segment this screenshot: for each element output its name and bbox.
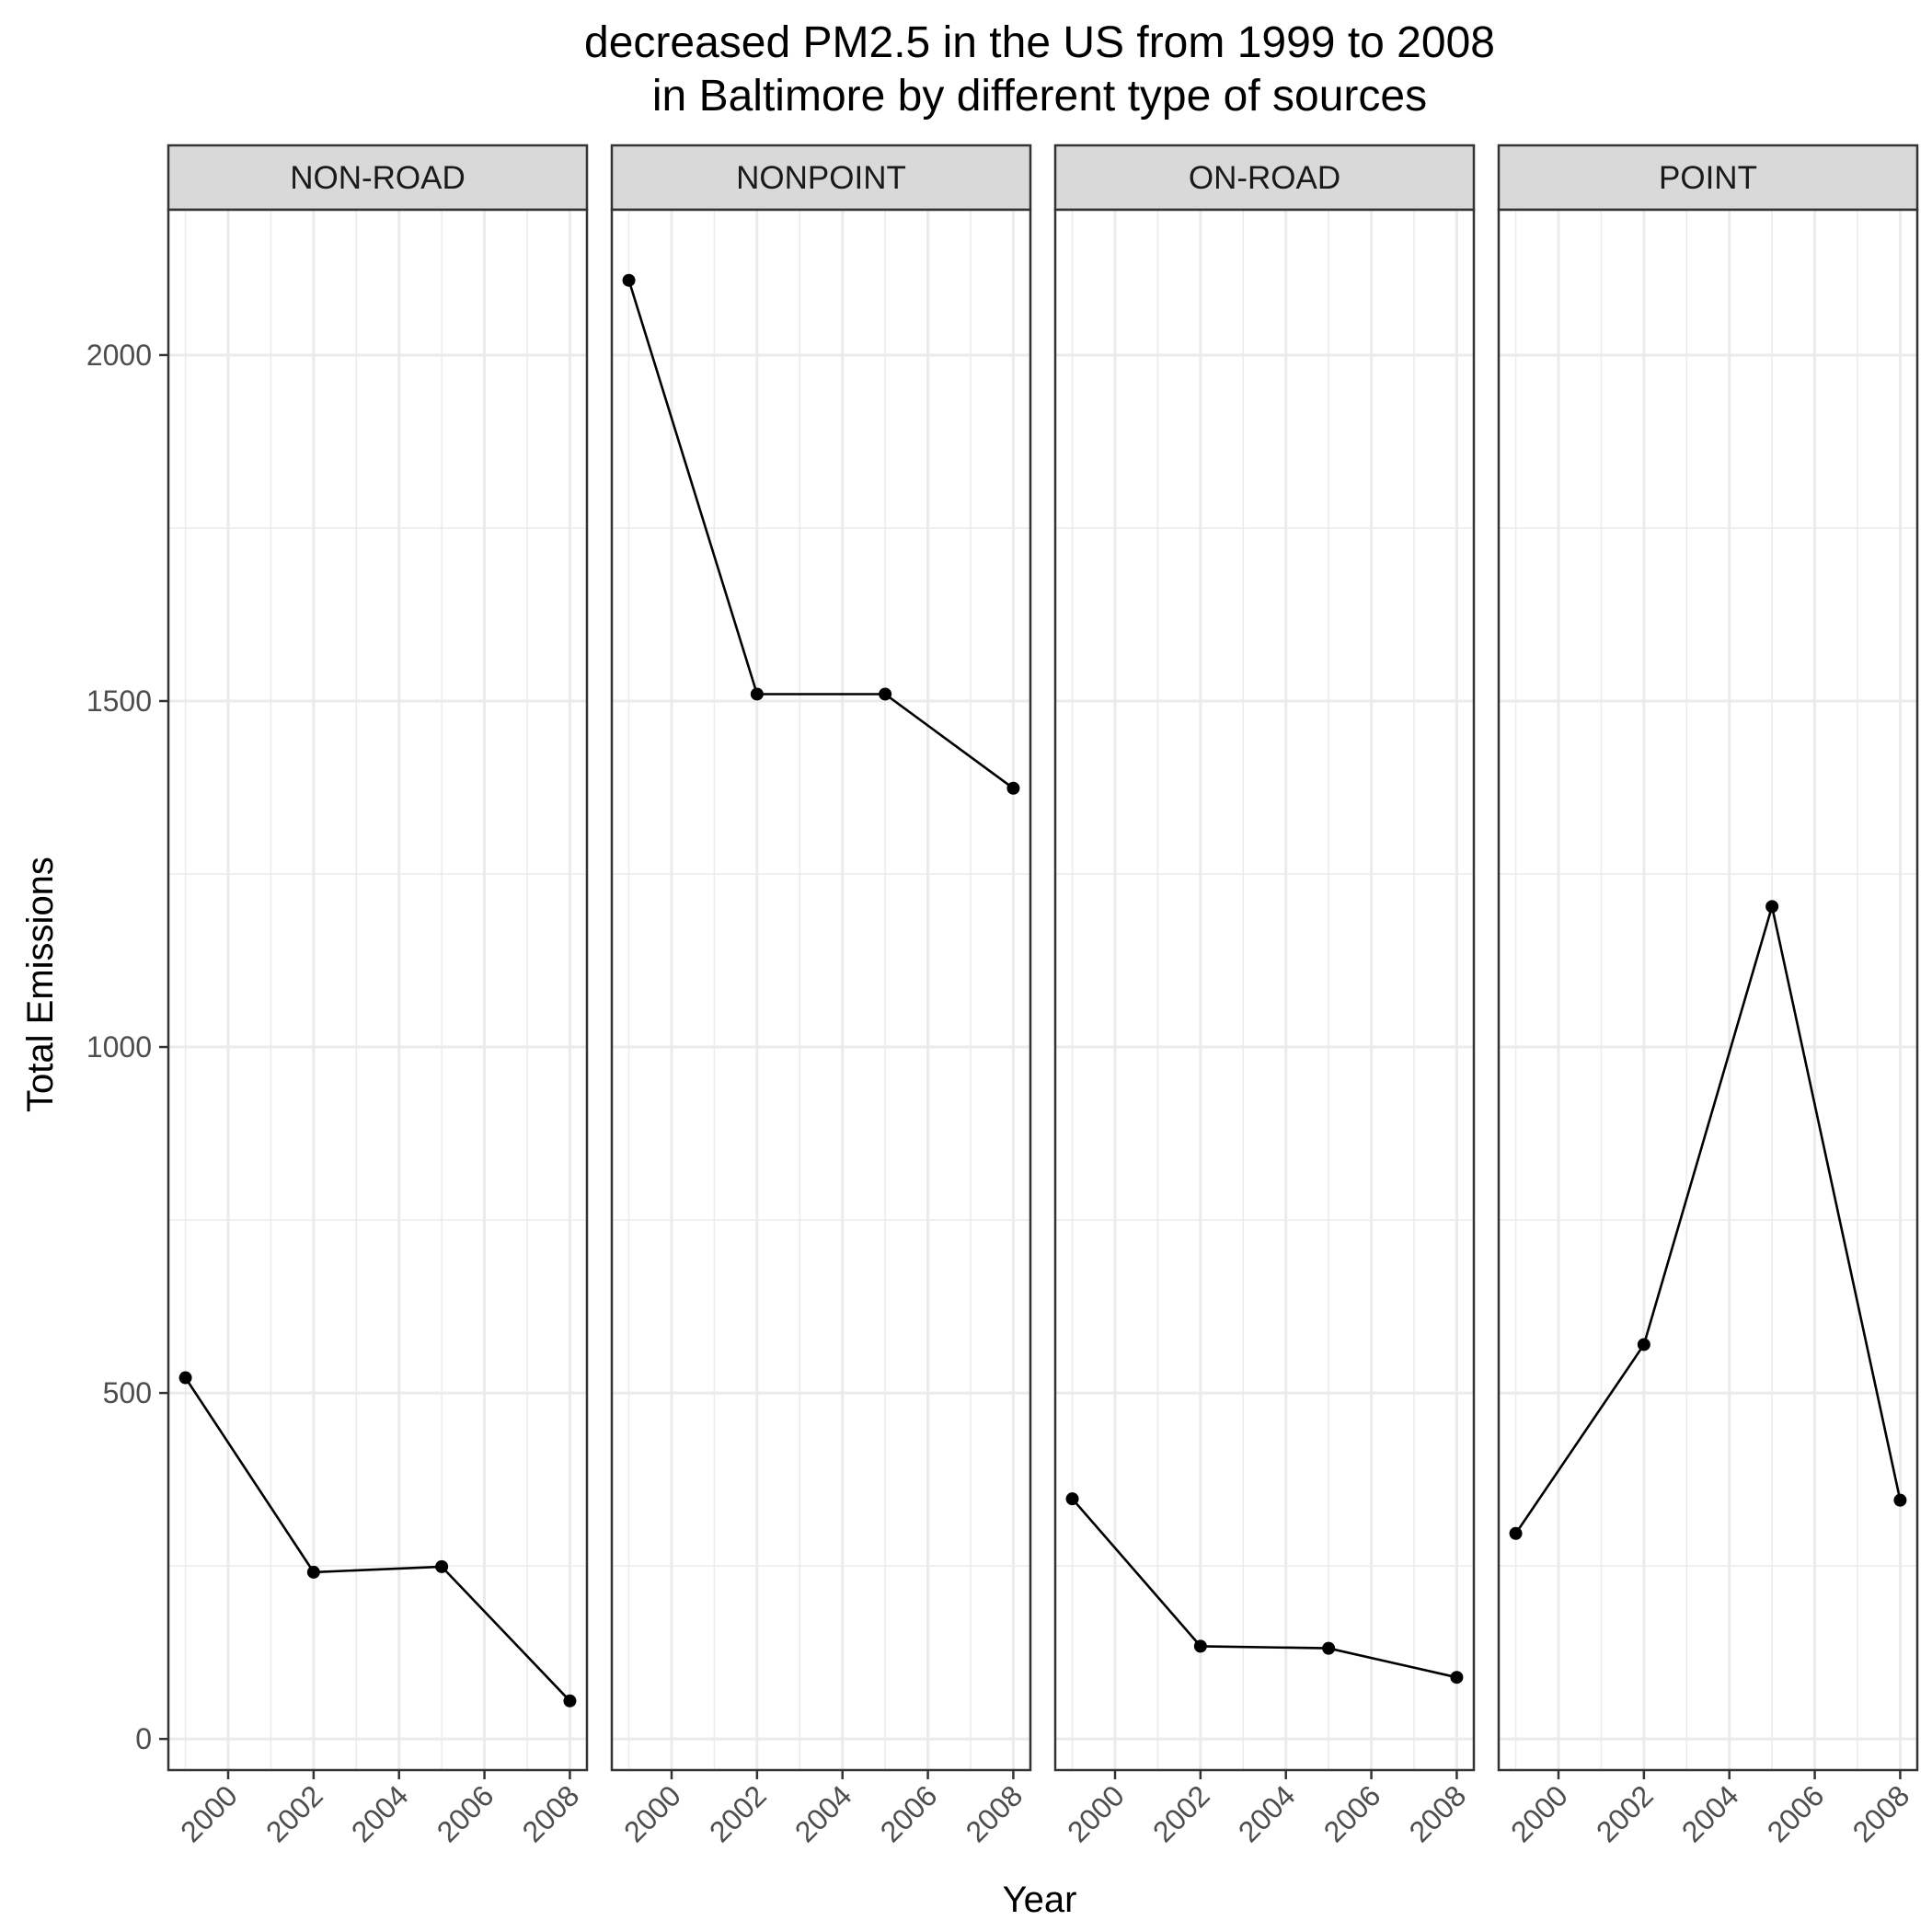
x-tick-label: 2008 — [1403, 1778, 1473, 1848]
x-tick-label: 2002 — [1590, 1778, 1660, 1848]
x-tick-label: 2004 — [345, 1778, 415, 1848]
x-tick-label: 2002 — [703, 1778, 773, 1848]
y-tick-label: 500 — [103, 1376, 152, 1409]
x-tick-label: 2008 — [1846, 1778, 1916, 1848]
facet-strip-label: NON-ROAD — [290, 160, 466, 196]
facet-strip — [1497, 144, 1919, 212]
series-line — [1071, 1498, 1457, 1679]
facet-strip-label: NONPOINT — [736, 160, 906, 196]
facet-strip-label: ON-ROAD — [1189, 160, 1340, 196]
x-tick-label: 2006 — [1761, 1778, 1831, 1848]
data-point — [1637, 1338, 1650, 1351]
panel-border — [610, 208, 1032, 1772]
x-tick-label: 2004 — [1675, 1778, 1745, 1848]
data-point — [1765, 900, 1779, 914]
data-point — [306, 1565, 320, 1579]
series-line — [627, 280, 1015, 789]
y-axis: 0 500 1000 1500 2000 — [86, 339, 168, 1755]
x-axis-title: Year — [1003, 1880, 1077, 1920]
data-point — [1893, 1493, 1907, 1507]
x-tick-label: 2000 — [174, 1778, 244, 1848]
chart-title-line: in Baltimore by different type of source… — [652, 72, 1427, 121]
panel-border — [1053, 208, 1476, 1772]
chart-title: decreased PM2.5 in the US from 1999 to 2… — [584, 18, 1495, 121]
x-tick-label: 2002 — [1146, 1778, 1216, 1848]
panel-border — [1497, 208, 1919, 1772]
data-point — [563, 1694, 577, 1708]
data-point — [622, 273, 636, 287]
x-tick-label: 2004 — [788, 1778, 858, 1848]
facet-point: POINT 2000 2002 2004 2006 2008 — [1497, 144, 1919, 1848]
data-point — [1193, 1639, 1207, 1653]
data-point — [435, 1559, 449, 1573]
y-tick-label: 1500 — [86, 684, 152, 718]
y-tick-label: 0 — [135, 1722, 152, 1755]
data-point — [1006, 781, 1020, 795]
panel-background — [1055, 210, 1474, 1770]
panel-background — [612, 210, 1030, 1770]
y-tick-label: 2000 — [86, 339, 152, 372]
x-tick-label: 2000 — [1504, 1778, 1574, 1848]
panel-background — [1499, 210, 1917, 1770]
x-tick-label: 2006 — [874, 1778, 944, 1848]
series-line — [1514, 906, 1902, 1535]
facet-on-road: ON-ROAD 2000 2002 2004 2006 2008 — [1053, 144, 1476, 1848]
x-tick-label: 2008 — [516, 1778, 586, 1848]
data-point — [1450, 1671, 1464, 1685]
facet-non-road: NON-ROAD 2000 2002 2004 2006 2008 — [167, 144, 589, 1848]
y-axis-title: Total Emissions — [20, 857, 61, 1112]
facet-strip-label: POINT — [1659, 160, 1757, 196]
data-point — [1322, 1641, 1336, 1655]
facet-nonpoint: NONPOINT 2000 2002 2004 2006 2008 — [610, 144, 1032, 1848]
x-tick-label: 2000 — [1061, 1778, 1131, 1848]
facet-strip — [167, 144, 589, 212]
y-tick-label: 1000 — [86, 1030, 152, 1064]
series-line — [184, 1376, 571, 1702]
data-point — [879, 687, 892, 701]
panel-background — [168, 210, 587, 1770]
facet-strip — [610, 144, 1032, 212]
data-point — [1065, 1492, 1079, 1506]
x-tick-label: 2008 — [960, 1778, 1029, 1848]
x-tick-label: 2000 — [617, 1778, 687, 1848]
panel-border — [167, 208, 589, 1772]
data-point — [750, 687, 764, 701]
x-tick-label: 2004 — [1232, 1778, 1302, 1848]
data-point — [178, 1371, 192, 1385]
x-tick-label: 2006 — [1317, 1778, 1387, 1848]
x-tick-label: 2002 — [259, 1778, 329, 1848]
x-tick-label: 2006 — [431, 1778, 500, 1848]
facet-strip — [1053, 144, 1476, 212]
chart-title-line: decreased PM2.5 in the US from 1999 to 2… — [584, 18, 1495, 67]
data-point — [1509, 1526, 1523, 1540]
